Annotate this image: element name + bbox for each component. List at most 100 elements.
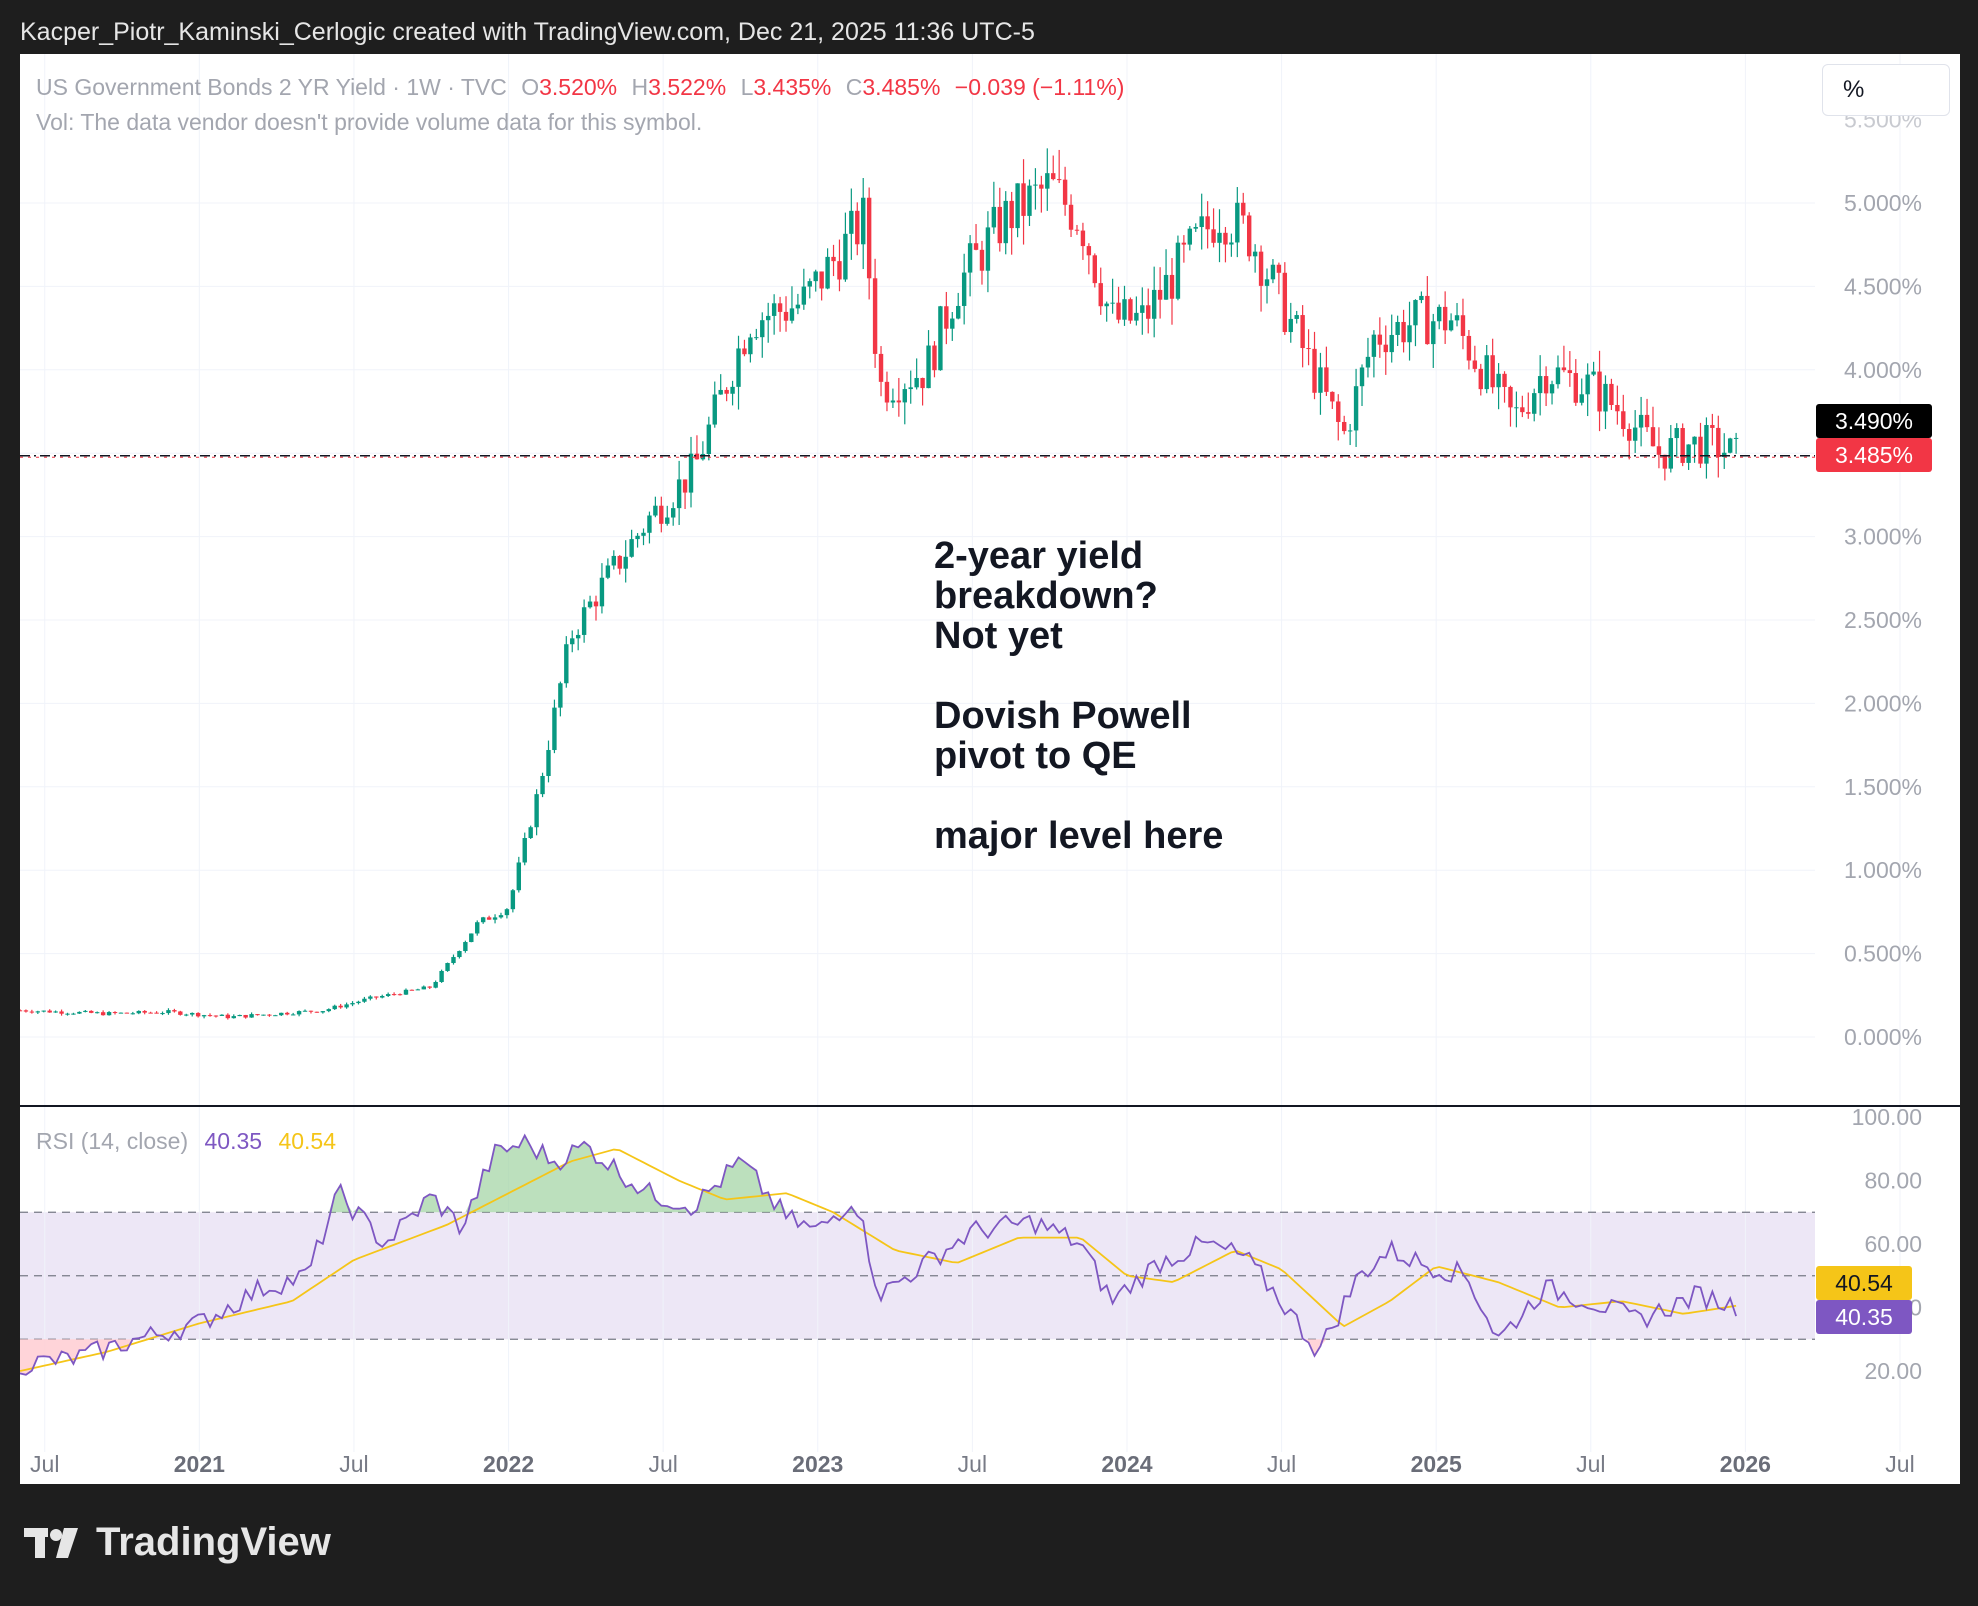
candle-body [100,1012,106,1016]
x-tick-label: 2021 [174,1451,225,1477]
tradingview-logo[interactable]: TradingView [24,1520,331,1565]
candle-body [1217,232,1222,243]
current-price-tag: 3.485% [1816,438,1932,472]
candle-body [338,1005,343,1008]
candle-body [374,996,379,998]
candle-body [546,750,551,776]
annotation-line-5: pivot to QE [934,735,1137,777]
rsi-title[interactable]: RSI (14, close) [36,1128,189,1154]
rsi-ma-value: 40.54 [278,1128,337,1154]
candle-body [985,227,991,271]
candle-body [1051,173,1056,180]
candle-body [819,271,824,289]
candle-body [1062,179,1068,205]
candle-body [807,281,812,287]
unit-selector[interactable]: % [1822,64,1950,116]
x-tick-label: 2025 [1411,1451,1462,1477]
candle-body [1460,315,1466,336]
candle-body [967,243,973,273]
candle-body [362,998,367,1002]
candle-body [659,505,664,524]
candle-body [41,1010,46,1012]
candle-body [296,1011,302,1015]
candle-body [783,311,789,321]
candle-body [1359,367,1365,387]
candle-body [742,348,747,355]
candle-body [148,1012,153,1014]
x-tick-label: Jul [1576,1451,1605,1477]
candle-body [670,508,676,518]
candle-body [1353,386,1359,431]
symbol-title[interactable]: US Government Bonds 2 YR Yield · 1W · TV… [36,74,507,100]
candle-body [1068,204,1074,230]
chart-canvas[interactable]: Jul 2021 Jul 2022 Jul 2023 Jul 2024 Jul 2025 Jul 20… [20,54,1960,1484]
candle-body [1478,368,1483,390]
candle-body [1199,216,1204,228]
candle-body [534,794,539,828]
candle-body [344,1004,349,1008]
candle-body [1134,312,1139,321]
candle-body [350,1003,355,1005]
candle-body [1395,321,1400,335]
candle-body [1276,264,1282,273]
candle-body [368,996,373,999]
candle-body [285,1012,290,1015]
candle-body [599,577,605,607]
candle-body [760,320,765,338]
candle-body [647,515,652,533]
candle-body [1520,407,1525,413]
candle-body [1722,452,1727,458]
candle-body [1086,246,1092,256]
candle-body [712,394,717,425]
candle-body [641,532,646,536]
candle-body [1716,427,1721,458]
candle-body [1098,283,1103,307]
candle-body [356,1001,361,1004]
candle-body [736,348,741,387]
candle-body [403,989,409,995]
candle-body [777,303,783,312]
candle-body [552,707,557,751]
open-value: 3.520% [539,74,618,100]
candle-body [766,315,771,321]
candle-body [861,197,866,245]
candle-body [94,1012,100,1014]
candle-body [166,1010,171,1014]
candle-body [1181,242,1187,245]
candle-body [421,986,426,990]
candle-body [213,1015,219,1017]
candle-body [718,389,723,395]
low-label: L [740,74,754,100]
candle-body [1252,251,1258,257]
candle-body [1644,414,1650,428]
candle-body [1502,373,1507,387]
y-tick-label: 2.500% [1844,607,1922,633]
candle-body [1662,454,1668,469]
candle-body [558,683,563,708]
candle-body [1347,430,1353,432]
y-tick-label: 1.500% [1844,774,1922,800]
candle-body [1680,428,1685,463]
candle-body [1549,384,1555,394]
candle-body [950,318,955,329]
candle-body [106,1012,112,1016]
candle-body [997,206,1002,244]
candle-body [480,917,486,923]
rsi-line [20,1133,1737,1376]
candle-body [1146,305,1151,319]
candle-body [1419,295,1424,301]
candle-body [694,453,700,460]
chart-panel[interactable]: Jul 2021 Jul 2022 Jul 2023 Jul 2024 Jul 2025 Jul 20… [20,54,1960,1484]
candle-body [1609,383,1614,405]
close-value: 3.485% [862,74,941,100]
candle-body [1514,407,1519,409]
candle-body [795,304,801,309]
candle-body [516,862,522,891]
candle-body [629,539,634,557]
candle-body [1175,242,1181,299]
candle-body [1294,315,1299,319]
candle-body [1597,371,1602,412]
candle-body [611,555,617,566]
candle-body [979,249,985,271]
candle-body [1365,356,1371,368]
